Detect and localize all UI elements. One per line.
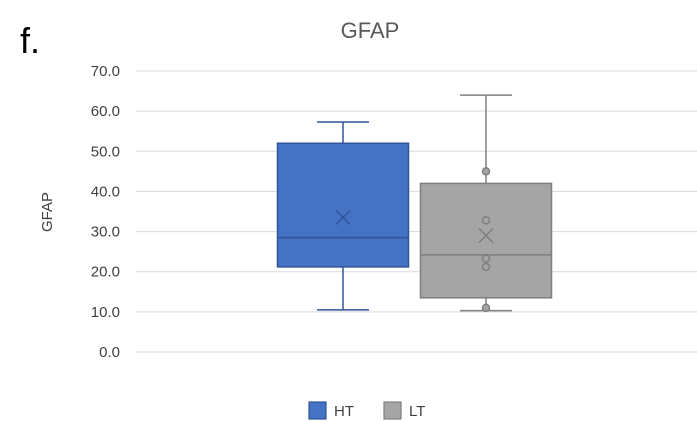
legend-item-lt: LT [383,401,425,420]
data-point [481,167,491,176]
y-tick-label: 10.0 [91,304,120,321]
legend-swatch [383,401,402,420]
legend-item-ht: HT [308,401,354,420]
data-point [481,262,491,272]
y-axis-ticks: 0.0 10.0 20.0 30.0 40.0 50.0 60.0 70.0 [91,63,120,361]
box-series [276,94,553,313]
gridlines [136,70,697,353]
y-tick-label: 70.0 [91,63,120,80]
panel-label: f. [20,20,41,61]
y-axis-label: GFAP [39,192,56,232]
data-point [481,254,491,263]
y-tick-label: 0.0 [99,344,120,361]
y-tick-label: 50.0 [91,143,120,160]
box-iqr [276,142,410,268]
legend-label: LT [409,403,425,420]
mean-marker [478,228,494,244]
legend-label: HT [334,403,354,420]
data-point [481,216,491,225]
y-tick-label: 60.0 [91,103,120,120]
y-tick-label: 40.0 [91,183,120,200]
mean-marker [335,209,351,226]
legend: HT LT [308,401,425,420]
data-point [481,303,491,313]
box-lt [419,94,553,313]
box-iqr [419,182,553,299]
y-tick-label: 20.0 [91,264,120,281]
chart-title: GFAP [341,18,400,43]
box-ht [276,121,410,311]
legend-swatch [308,401,327,420]
y-tick-label: 30.0 [91,224,120,241]
